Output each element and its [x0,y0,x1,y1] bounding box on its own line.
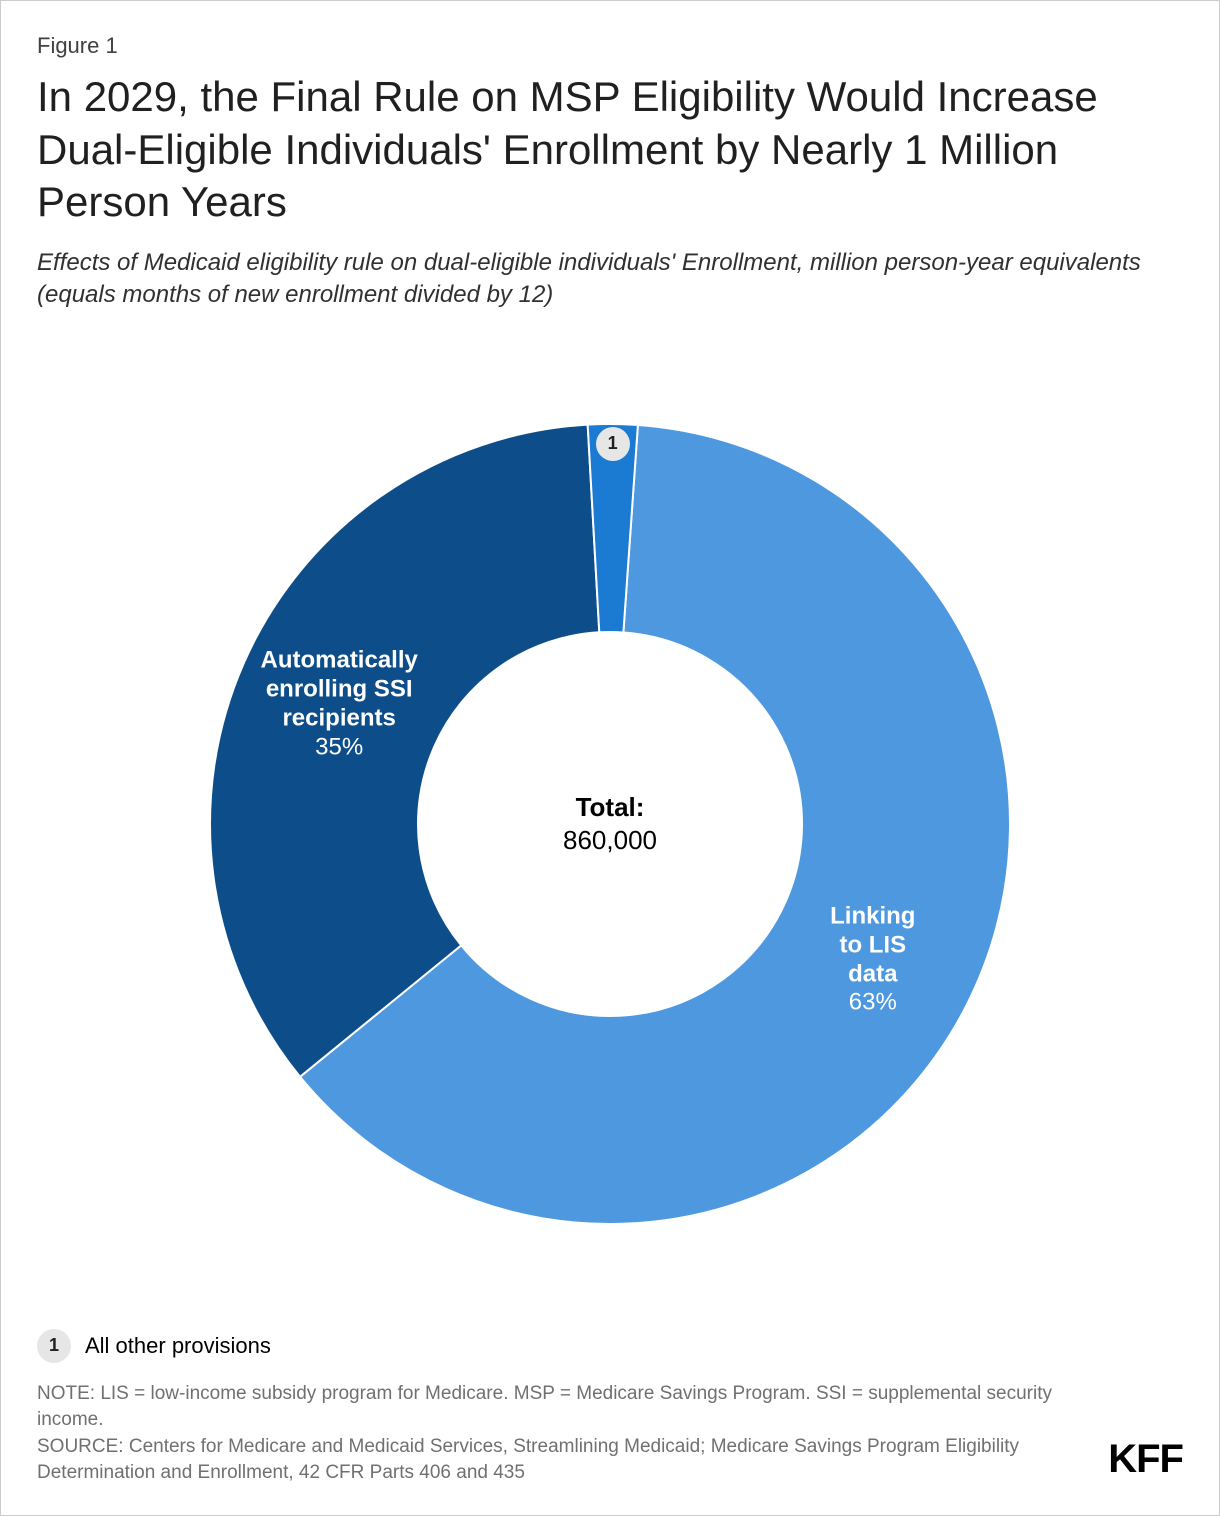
slice-label-line: to LIS [830,931,915,960]
chart-title: In 2029, the Final Rule on MSP Eligibili… [37,71,1183,229]
kff-logo: KFF [1108,1431,1183,1487]
legend-item-text: All other provisions [85,1333,271,1359]
slice-label-ssi: Automatically enrolling SSI recipients 3… [260,647,417,762]
legend-badge-icon: 1 [37,1329,71,1363]
slice-label-lis: Linking to LIS data 63% [830,902,915,1017]
slice-badge-other: 1 [596,427,630,461]
slice-label-line: data [830,960,915,989]
donut-chart: Total: 860,000 Linking to LIS data 63% A… [37,327,1183,1320]
figure-label: Figure 1 [37,33,1183,59]
center-total-value: 860,000 [563,825,657,856]
center-total-label: Total: [563,792,657,823]
footer: NOTE: LIS = low-income subsidy program f… [37,1381,1183,1487]
slice-percent: 63% [830,989,915,1018]
slice-label-line: recipients [260,704,417,733]
footer-text: NOTE: LIS = low-income subsidy program f… [37,1381,1084,1487]
slice-label-line: enrolling SSI [260,676,417,705]
slice-badge-number-icon: 1 [596,427,630,461]
chart-subtitle: Effects of Medicaid eligibility rule on … [37,247,1183,312]
slice-percent: 35% [260,733,417,762]
note-text: NOTE: LIS = low-income subsidy program f… [37,1381,1084,1434]
slice-label-line: Linking [830,902,915,931]
source-text: SOURCE: Centers for Medicare and Medicai… [37,1434,1084,1487]
slice-label-line: Automatically [260,647,417,676]
donut-center-label: Total: 860,000 [563,792,657,856]
figure-card: Figure 1 In 2029, the Final Rule on MSP … [0,0,1220,1516]
legend: 1 All other provisions [37,1329,1183,1363]
